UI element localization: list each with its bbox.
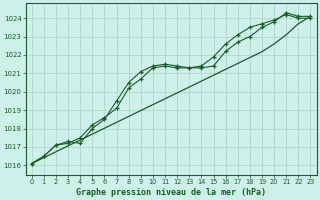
X-axis label: Graphe pression niveau de la mer (hPa): Graphe pression niveau de la mer (hPa)	[76, 188, 266, 197]
